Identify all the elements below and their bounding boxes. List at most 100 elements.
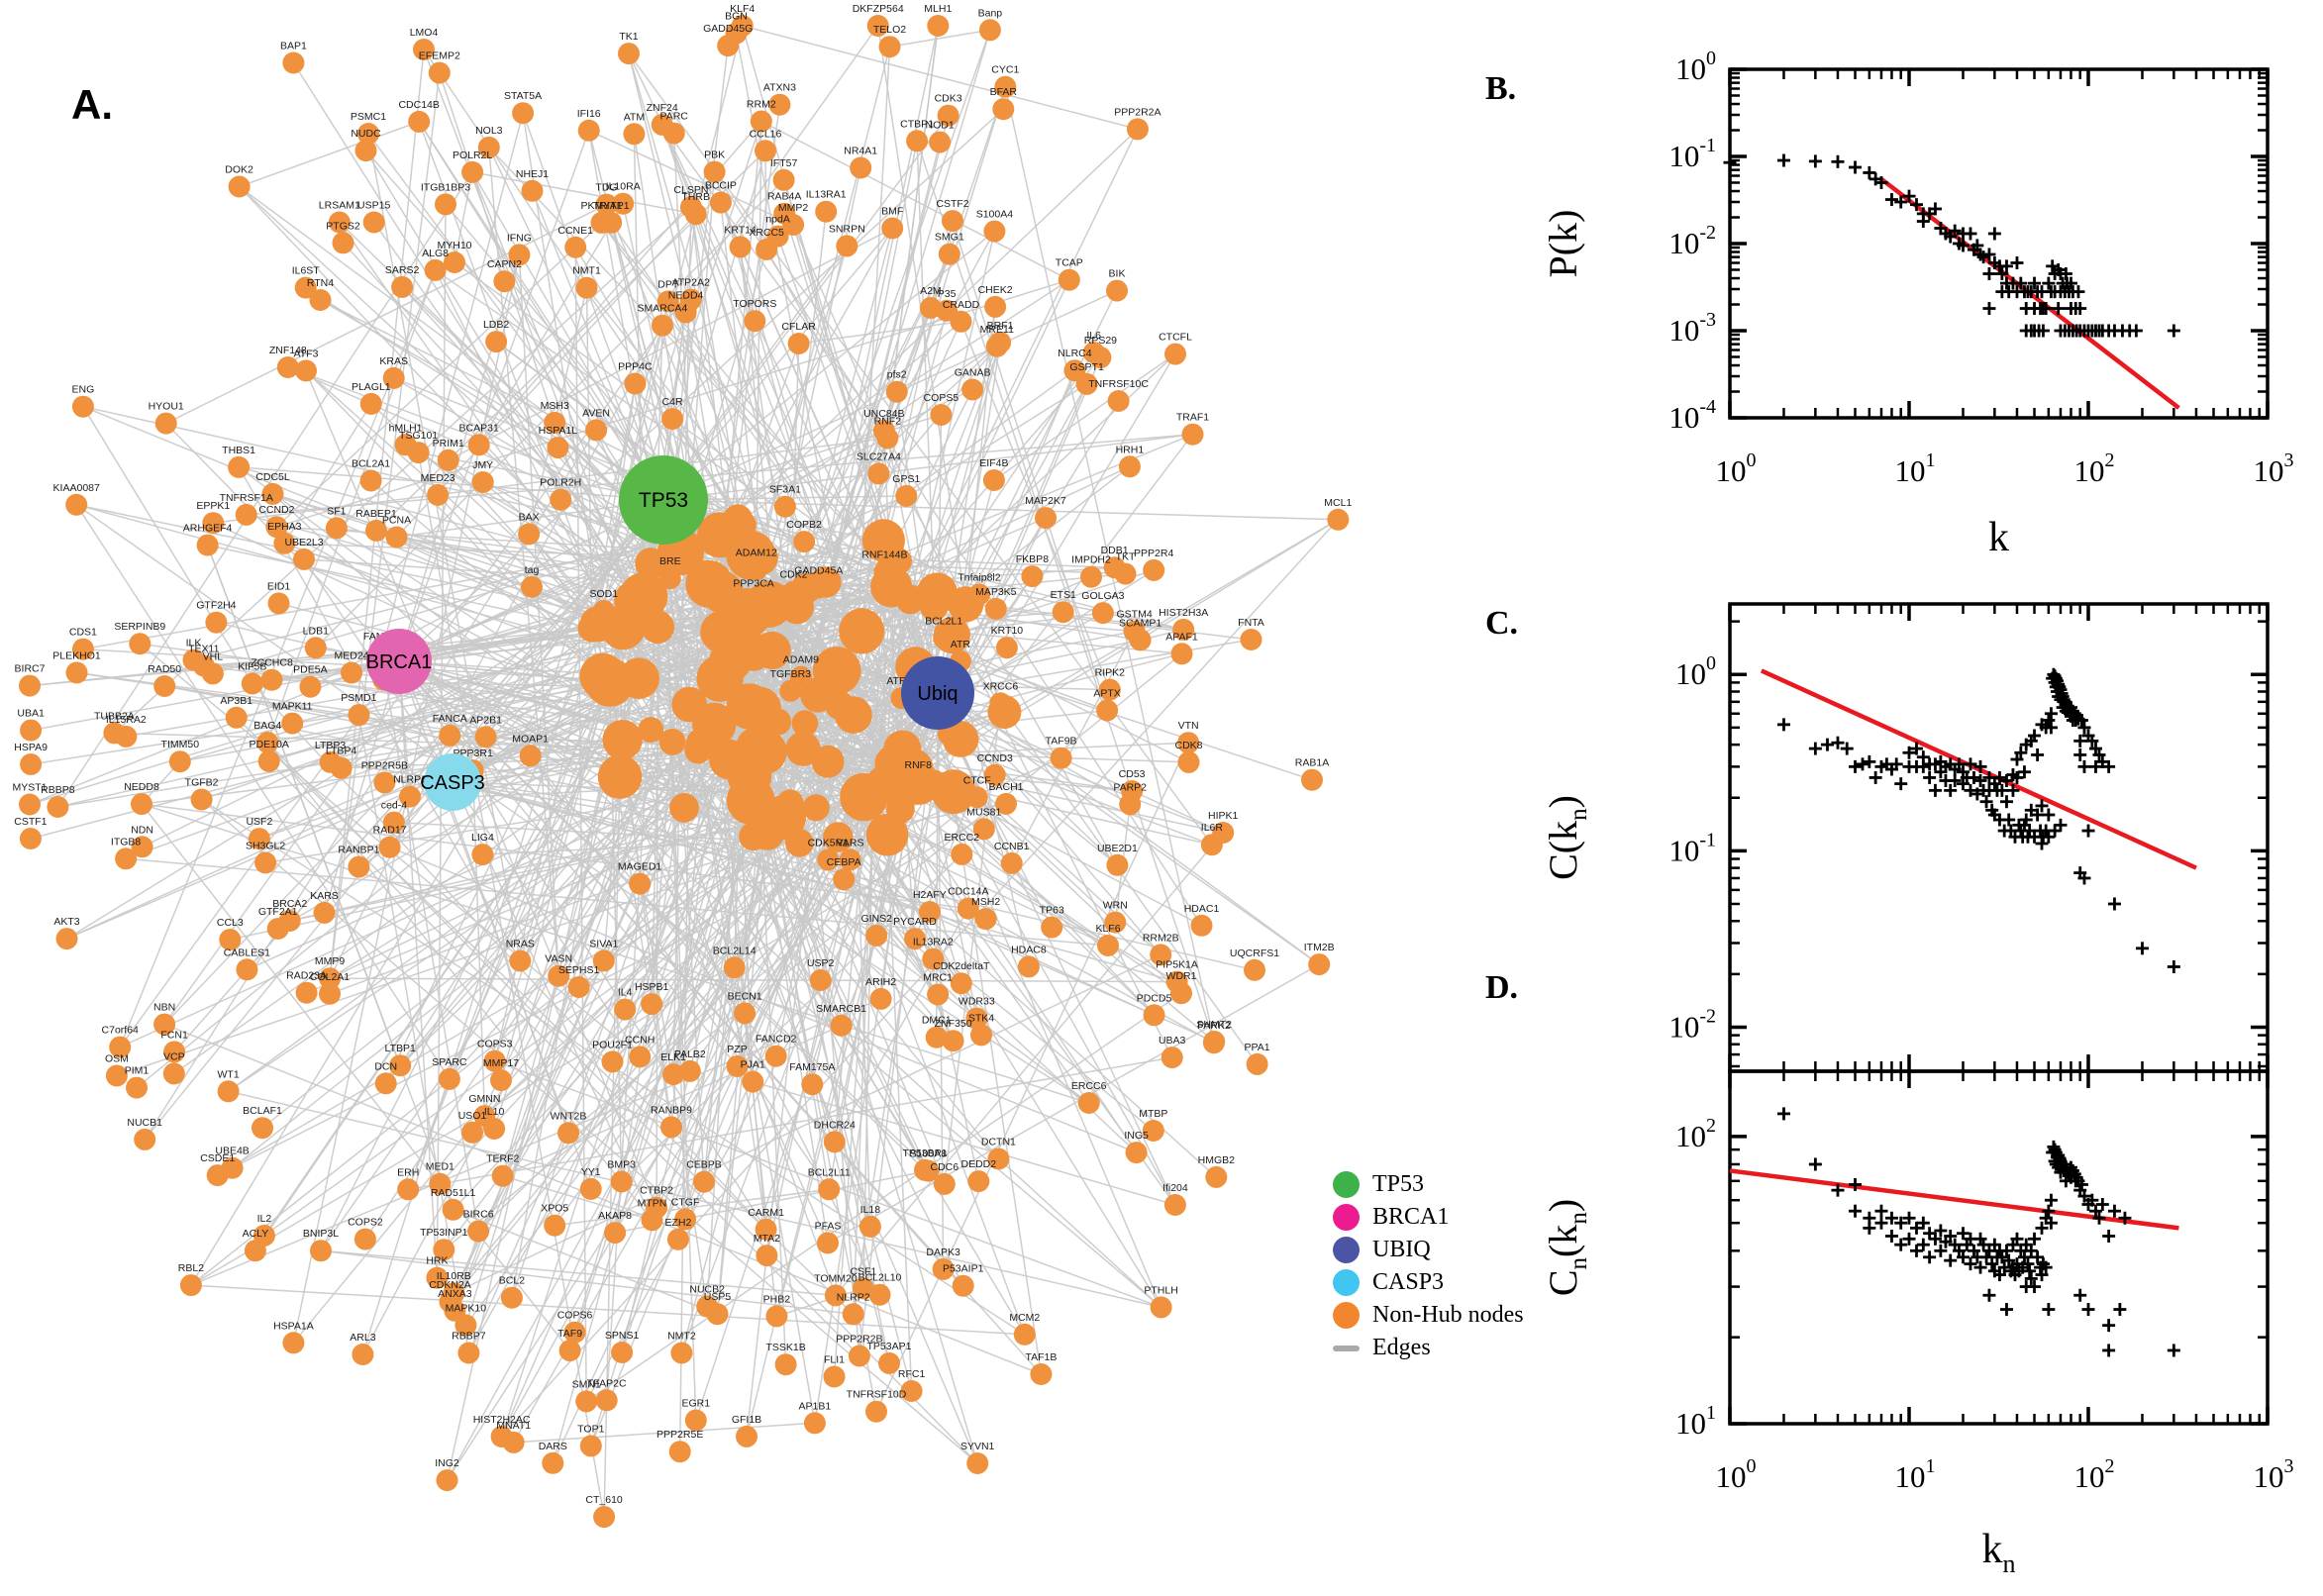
panel-letter-c: C. bbox=[1485, 605, 1518, 642]
non-hub-node bbox=[1097, 935, 1119, 956]
non-hub-node bbox=[352, 1344, 374, 1365]
node-label: CDC6 bbox=[931, 1161, 960, 1173]
non-hub-node bbox=[610, 1170, 633, 1193]
node-label: MAPK11 bbox=[272, 701, 313, 713]
node-label: TERF2 bbox=[486, 1153, 519, 1165]
non-hub-node bbox=[729, 236, 752, 258]
non-hub-node bbox=[126, 1076, 148, 1099]
non-hub-node bbox=[600, 211, 623, 234]
non-hub-node bbox=[734, 1002, 757, 1025]
non-hub-node bbox=[467, 434, 490, 456]
non-hub-node bbox=[1246, 1052, 1268, 1075]
node-label: CSTF1 bbox=[14, 816, 47, 828]
non-hub-node bbox=[592, 949, 615, 972]
node-label: HDAC8 bbox=[1011, 944, 1047, 955]
non-hub-node bbox=[595, 1389, 618, 1412]
node-label: SMARCB1 bbox=[816, 1003, 866, 1015]
non-hub-node bbox=[163, 1041, 186, 1063]
non-hub-node bbox=[765, 1305, 788, 1328]
non-hub-node bbox=[461, 160, 484, 183]
node-label: GADD45G bbox=[703, 23, 753, 35]
non-hub-node bbox=[801, 1073, 824, 1096]
non-hub-node bbox=[244, 1240, 266, 1262]
non-hub-node bbox=[968, 583, 990, 606]
node-label: KARS bbox=[310, 890, 339, 902]
non-hub-node bbox=[295, 981, 318, 1004]
non-hub-node bbox=[294, 276, 317, 299]
non-hub-node bbox=[817, 1232, 839, 1254]
node-label: RAD23A bbox=[286, 970, 327, 982]
node-label: TK1 bbox=[619, 31, 638, 43]
scatter-points bbox=[1776, 667, 2180, 973]
non-hub-node bbox=[265, 516, 288, 539]
non-hub-node bbox=[1177, 750, 1200, 773]
legend-node-swatch bbox=[1333, 1302, 1360, 1329]
non-hub-node bbox=[385, 526, 408, 549]
non-hub-node bbox=[604, 1222, 627, 1245]
non-hub-node bbox=[512, 102, 535, 125]
scatter-points bbox=[1776, 1107, 2180, 1357]
node-label: TAF9 bbox=[557, 1328, 582, 1340]
non-hub-node bbox=[961, 378, 984, 401]
non-hub-node bbox=[865, 1400, 887, 1423]
non-hub-node bbox=[823, 822, 854, 852]
non-hub-node bbox=[299, 675, 322, 698]
non-hub-node bbox=[872, 420, 895, 442]
non-hub-node bbox=[593, 1506, 616, 1529]
non-hub-node bbox=[413, 39, 435, 60]
non-hub-node bbox=[978, 19, 1001, 42]
node-label: THRB bbox=[681, 191, 710, 203]
non-hub-node bbox=[834, 696, 872, 734]
non-hub-node bbox=[668, 1441, 691, 1463]
node-label: CDK8 bbox=[1174, 740, 1202, 751]
non-hub-node bbox=[65, 493, 88, 516]
non-hub-node bbox=[444, 251, 465, 273]
non-hub-node bbox=[867, 462, 890, 485]
non-hub-node bbox=[444, 1299, 466, 1322]
node-label: ARHGEF4 bbox=[183, 523, 233, 535]
non-hub-node bbox=[965, 1007, 988, 1030]
node-label: ERCC6 bbox=[1071, 1080, 1107, 1092]
non-hub-node bbox=[1240, 629, 1262, 650]
fit-line bbox=[1729, 1168, 2179, 1231]
non-hub-node bbox=[65, 661, 88, 684]
non-hub-node bbox=[1190, 914, 1213, 937]
non-hub-node bbox=[397, 1178, 420, 1201]
non-hub-node bbox=[1163, 1194, 1186, 1216]
non-hub-node bbox=[803, 1412, 826, 1435]
tick-label: 102 bbox=[2074, 449, 2115, 488]
node-label: TELO2 bbox=[873, 24, 906, 36]
non-hub-node bbox=[153, 1013, 176, 1036]
non-hub-node bbox=[661, 408, 684, 431]
node-label: LIG4 bbox=[471, 832, 494, 844]
non-hub-node bbox=[248, 828, 270, 850]
non-hub-node bbox=[818, 1178, 841, 1201]
tick-label: 10-1 bbox=[1668, 135, 1716, 173]
non-hub-node bbox=[756, 1245, 778, 1267]
non-hub-node bbox=[726, 683, 772, 730]
non-hub-node bbox=[793, 531, 816, 553]
non-hub-node bbox=[989, 331, 1012, 353]
non-hub-node bbox=[276, 356, 299, 378]
non-hub-node bbox=[688, 559, 723, 594]
tick-label: 100 bbox=[1675, 48, 1716, 86]
node-label: HIST2H3A bbox=[1159, 607, 1208, 619]
non-hub-node bbox=[348, 704, 370, 727]
non-hub-node bbox=[823, 1131, 846, 1153]
non-hub-node bbox=[670, 1342, 693, 1364]
node-label: CEBPA bbox=[827, 856, 861, 868]
non-hub-node bbox=[868, 1283, 891, 1306]
non-hub-node bbox=[359, 392, 382, 415]
node-label: UBE2D1 bbox=[1097, 843, 1138, 854]
node-label: TFAP2C bbox=[587, 1377, 627, 1389]
non-hub-node bbox=[567, 976, 590, 998]
node-label: RBBP8 bbox=[41, 784, 75, 796]
non-hub-node bbox=[592, 599, 615, 622]
non-hub-node bbox=[807, 576, 830, 599]
tick-label: 101 bbox=[1895, 1455, 1936, 1494]
non-hub-node bbox=[674, 1208, 697, 1231]
non-hub-node bbox=[518, 523, 541, 546]
node-label: DKFZP564 bbox=[853, 3, 904, 15]
legend-node-swatch bbox=[1333, 1269, 1360, 1296]
